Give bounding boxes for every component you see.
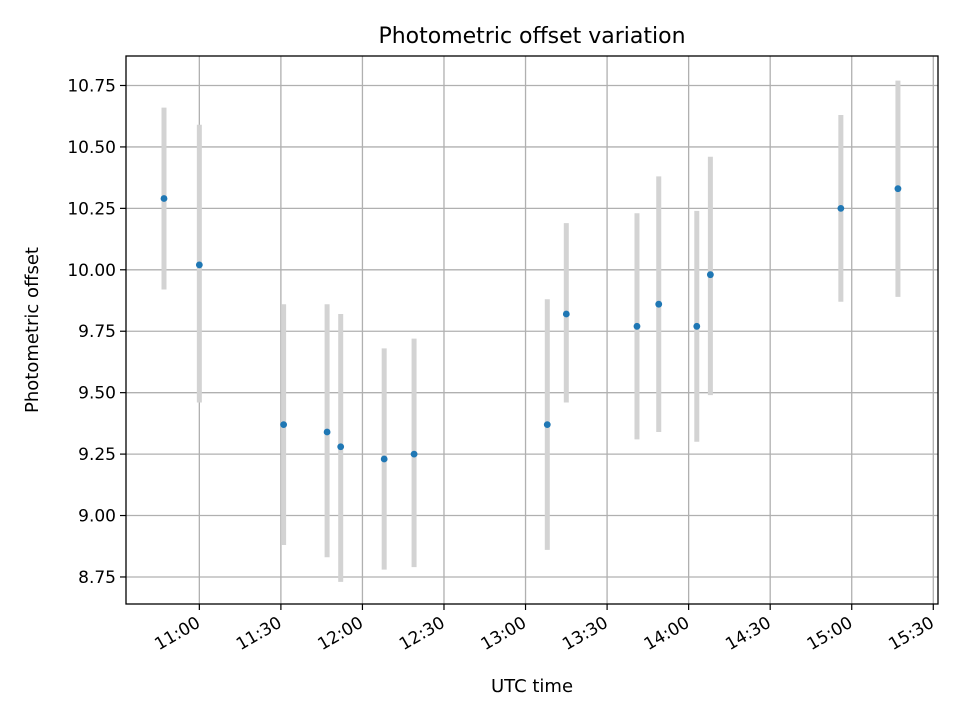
data-points (160, 185, 902, 463)
data-point (655, 300, 663, 308)
y-tick-label: 9.75 (78, 322, 116, 342)
y-tick-label: 8.75 (78, 568, 116, 588)
grid-lines (126, 56, 938, 604)
y-tick-label: 10.75 (67, 76, 116, 96)
x-axis-label: UTC time (491, 676, 573, 697)
data-point (410, 450, 418, 458)
y-axis-ticks: 8.75 9.00 9.25 9.50 9.75 10.00 10.25 10.50 10.75 (67, 76, 126, 588)
y-tick-label: 9.25 (78, 445, 116, 465)
x-tick-label: 15:30 (885, 613, 937, 655)
x-tick-label: 11:30 (233, 613, 285, 655)
data-point (160, 195, 168, 202)
y-tick-label: 10.25 (67, 199, 116, 219)
data-point (633, 322, 641, 330)
x-tick-label: 13:00 (478, 613, 530, 655)
x-tick-label: 15:00 (804, 613, 856, 655)
data-point (195, 261, 203, 269)
x-tick-label: 12:00 (315, 613, 367, 655)
y-tick-label: 9.50 (78, 384, 116, 404)
y-tick-label: 9.00 (78, 507, 116, 527)
x-tick-label: 14:00 (641, 613, 693, 655)
y-tick-label: 10.50 (67, 138, 116, 158)
data-point (837, 204, 845, 212)
x-axis-ticks: 11:00 11:30 12:00 12:30 13:00 13:30 14:00 14:30… (151, 604, 938, 655)
data-point (337, 443, 345, 451)
data-point (894, 185, 902, 193)
data-point (380, 455, 388, 463)
data-point (323, 428, 331, 436)
x-tick-label: 11:00 (151, 613, 203, 655)
y-tick-label: 10.00 (67, 261, 116, 281)
chart-title: Photometric offset variation (378, 24, 685, 49)
data-point (562, 310, 570, 318)
data-point (706, 271, 714, 279)
plot-frame (125, 55, 939, 605)
data-point (280, 421, 288, 429)
data-point (693, 322, 701, 330)
data-point (543, 421, 551, 429)
x-tick-label: 13:30 (559, 613, 611, 655)
x-tick-label: 14:30 (722, 613, 774, 655)
y-axis-label: Photometric offset (22, 247, 43, 413)
x-tick-label: 12:30 (396, 613, 448, 655)
